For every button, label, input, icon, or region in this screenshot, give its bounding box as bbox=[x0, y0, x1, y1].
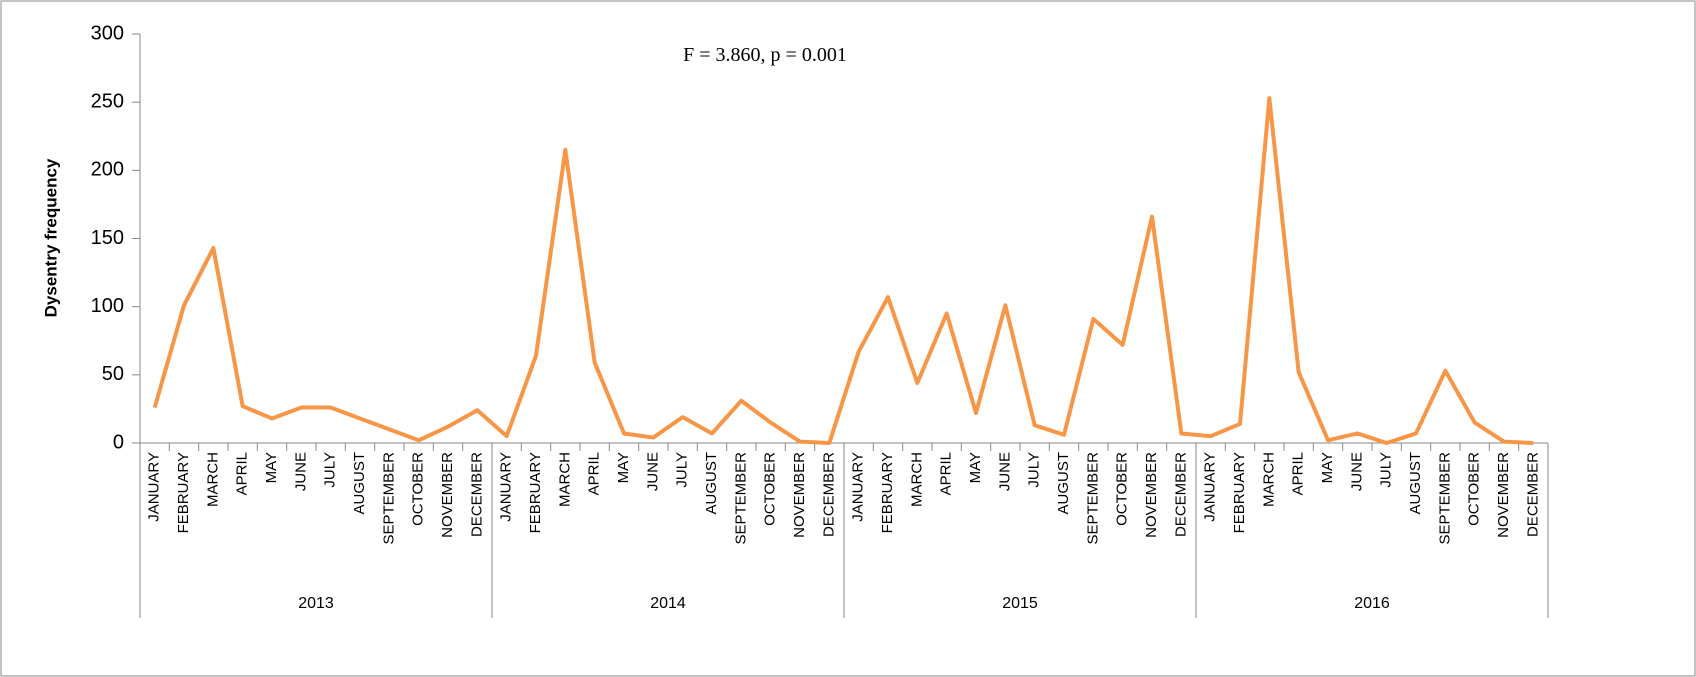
x-tick-label: FEBRUARY bbox=[527, 452, 544, 533]
x-tick-label: JANUARY bbox=[146, 452, 163, 522]
x-tick-label: FEBRUARY bbox=[175, 452, 192, 533]
x-tick-label: JUNE bbox=[996, 452, 1013, 491]
x-tick-label: JULY bbox=[322, 452, 339, 488]
x-tick-label: MAY bbox=[967, 452, 984, 483]
x-tick-label: NOVEMBER bbox=[791, 452, 808, 538]
x-tick-label: FEBRUARY bbox=[1231, 452, 1248, 533]
x-tick-label: OCTOBER bbox=[410, 452, 427, 526]
x-tick-label: JANUARY bbox=[850, 452, 867, 522]
x-tick-label: NOVEMBER bbox=[1143, 452, 1160, 538]
x-tick-label: MARCH bbox=[556, 452, 573, 507]
x-tick-label: SEPTEMBER bbox=[1084, 452, 1101, 545]
y-tick-label: 0 bbox=[113, 431, 124, 453]
x-tick-label: JULY bbox=[1026, 452, 1043, 488]
x-tick-label: MARCH bbox=[908, 452, 925, 507]
x-tick-label: DECEMBER bbox=[1524, 452, 1541, 537]
group-label: 2014 bbox=[650, 595, 686, 612]
y-tick-label: 100 bbox=[91, 295, 124, 317]
x-tick-label: JUNE bbox=[1348, 452, 1365, 491]
x-tick-label: JUNE bbox=[292, 452, 309, 491]
group-label: 2016 bbox=[1354, 595, 1390, 612]
x-tick-label: OCTOBER bbox=[762, 452, 779, 526]
y-tick-label: 250 bbox=[91, 90, 124, 112]
annotation: F = 3.860, p = 0.001 bbox=[683, 44, 847, 66]
x-tick-label: AUGUST bbox=[703, 452, 720, 515]
x-tick-label: FEBRUARY bbox=[879, 452, 896, 533]
x-tick-label: DECEMBER bbox=[820, 452, 837, 537]
x-tick-label: NOVEMBER bbox=[439, 452, 456, 538]
group-label: 2013 bbox=[298, 595, 334, 612]
x-tick-label: AUGUST bbox=[1055, 452, 1072, 515]
x-tick-label: AUGUST bbox=[351, 452, 368, 515]
x-tick-label: APRIL bbox=[938, 452, 955, 495]
x-tick-label: MAY bbox=[1319, 452, 1336, 483]
x-tick-label: AUGUST bbox=[1407, 452, 1424, 515]
x-tick-label: MARCH bbox=[1260, 452, 1277, 507]
x-tick-label: MAY bbox=[615, 452, 632, 483]
x-tick-label: JUNE bbox=[644, 452, 661, 491]
y-tick-label: 150 bbox=[91, 227, 124, 249]
x-tick-label: JULY bbox=[674, 452, 691, 488]
x-tick-label: JANUARY bbox=[498, 452, 515, 522]
x-tick-label: APRIL bbox=[1290, 452, 1307, 495]
x-tick-label: JULY bbox=[1378, 452, 1395, 488]
x-tick-label: DECEMBER bbox=[1172, 452, 1189, 537]
y-axis-title: Dysentry frequency bbox=[41, 158, 60, 317]
x-tick-label: NOVEMBER bbox=[1495, 452, 1512, 538]
y-tick-label: 50 bbox=[102, 363, 124, 385]
x-tick-label: MARCH bbox=[204, 452, 221, 507]
x-tick-label: MAY bbox=[263, 452, 280, 483]
x-tick-label: SEPTEMBER bbox=[1436, 452, 1453, 545]
x-tick-label: APRIL bbox=[234, 452, 251, 495]
x-tick-label: OCTOBER bbox=[1466, 452, 1483, 526]
y-tick-label: 300 bbox=[91, 22, 124, 44]
x-tick-label: APRIL bbox=[586, 452, 603, 495]
y-tick-label: 200 bbox=[91, 159, 124, 181]
x-tick-label: DECEMBER bbox=[468, 452, 485, 537]
x-tick-label: SEPTEMBER bbox=[732, 452, 749, 545]
x-tick-label: OCTOBER bbox=[1114, 452, 1131, 526]
data-line bbox=[152, 96, 1534, 445]
x-tick-label: SEPTEMBER bbox=[380, 452, 397, 545]
group-label: 2015 bbox=[1002, 595, 1038, 612]
x-tick-label: JANUARY bbox=[1202, 452, 1219, 522]
